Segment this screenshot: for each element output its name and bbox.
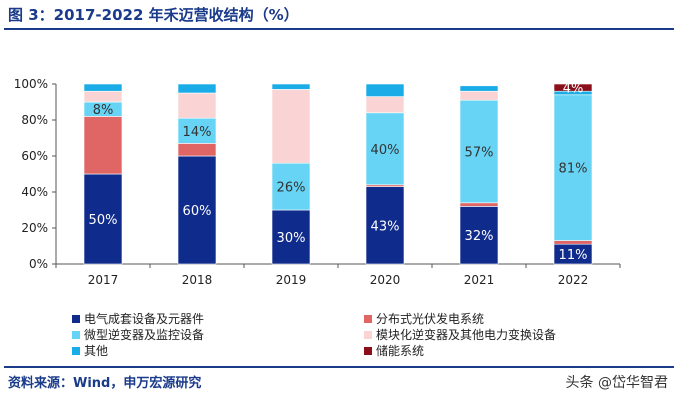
bar-segment bbox=[365, 83, 405, 97]
legend-label: 分布式光伏发电系统 bbox=[376, 312, 485, 326]
data-label: 81% bbox=[559, 162, 588, 177]
x-tick-label: 2017 bbox=[88, 273, 119, 287]
legend-swatch bbox=[72, 346, 80, 355]
data-label: 40% bbox=[371, 143, 400, 158]
data-label: 14% bbox=[183, 125, 212, 140]
legend-swatch bbox=[364, 346, 372, 355]
data-label: 4% bbox=[563, 82, 584, 97]
bar-segment bbox=[553, 94, 593, 241]
bar-segment bbox=[83, 90, 123, 103]
figure-title: 图 3：2017-2022 年禾迈营收结构（%） bbox=[8, 6, 299, 24]
legend-item: 微型逆变器及监控设备 bbox=[72, 326, 204, 343]
bar-segment bbox=[271, 162, 311, 211]
legend-item: 分布式光伏发电系统 bbox=[364, 310, 484, 327]
bar-segment bbox=[83, 116, 123, 175]
data-label: 60% bbox=[183, 204, 212, 219]
bar-segment bbox=[83, 83, 123, 92]
bar-segment bbox=[365, 186, 405, 265]
bar-segment bbox=[553, 83, 593, 92]
legend-label: 模块化逆变器及其他电力变换设备 bbox=[376, 328, 557, 342]
y-tick-label: 20% bbox=[21, 221, 48, 235]
bar-segment bbox=[459, 202, 499, 207]
bar-segment bbox=[553, 240, 593, 245]
data-label: 30% bbox=[277, 231, 306, 246]
legend-label: 微型逆变器及监控设备 bbox=[84, 328, 205, 342]
legend-swatch bbox=[364, 330, 372, 339]
bar-segment bbox=[365, 112, 405, 186]
data-label: 26% bbox=[277, 181, 306, 196]
data-label: 57% bbox=[465, 146, 494, 161]
bar-segment bbox=[459, 90, 499, 101]
x-tick-label: 2018 bbox=[182, 273, 213, 287]
legend-item: 储能系统 bbox=[364, 342, 424, 359]
bar-segment bbox=[271, 83, 311, 90]
legend-label: 电气成套设备及元器件 bbox=[84, 312, 205, 326]
data-label: 11% bbox=[559, 248, 588, 263]
data-label: 32% bbox=[465, 229, 494, 244]
y-tick-label: 0% bbox=[29, 257, 48, 271]
bar-segment bbox=[459, 85, 499, 92]
x-tick-label: 2021 bbox=[464, 273, 495, 287]
legend-swatch bbox=[364, 314, 372, 323]
y-tick-label: 80% bbox=[21, 113, 48, 127]
bar-segment bbox=[271, 209, 311, 265]
stacked-bar-chart: 0% 20% 40% 60% 80% 100% 50% 8% 2017 60% 14% 2018 30%… bbox=[14, 77, 621, 287]
bar-segment bbox=[83, 173, 123, 265]
legend-item: 其他 bbox=[72, 342, 108, 359]
bar-segment bbox=[365, 96, 405, 114]
bar-segment bbox=[177, 143, 217, 157]
bar-segment bbox=[271, 89, 311, 164]
y-tick-label: 40% bbox=[21, 185, 48, 199]
x-tick-label: 2020 bbox=[370, 273, 401, 287]
y-tick-label: 100% bbox=[14, 77, 48, 91]
legend-item: 模块化逆变器及其他电力变换设备 bbox=[364, 326, 556, 343]
legend-label: 储能系统 bbox=[376, 344, 425, 358]
data-label: 43% bbox=[371, 219, 400, 234]
data-label: 8% bbox=[93, 103, 114, 118]
x-tick-label: 2019 bbox=[276, 273, 307, 287]
source-note: 资料来源：Wind，申万宏源研究 bbox=[8, 376, 202, 391]
bar-segment bbox=[459, 206, 499, 265]
x-tick-label: 2022 bbox=[558, 273, 589, 287]
legend-swatch bbox=[72, 314, 80, 323]
bar-segment bbox=[177, 155, 217, 265]
legend-swatch bbox=[72, 330, 80, 339]
watermark: 头条 @岱华智君 bbox=[565, 375, 668, 391]
y-tick-label: 60% bbox=[21, 149, 48, 163]
legend-item: 电气成套设备及元器件 bbox=[72, 310, 204, 327]
bar-segment bbox=[177, 92, 217, 119]
legend-label: 其他 bbox=[84, 344, 109, 358]
data-label: 50% bbox=[89, 213, 118, 228]
bar-segment bbox=[177, 117, 217, 144]
source-rule bbox=[4, 366, 674, 368]
title-rule bbox=[4, 28, 674, 30]
bar-segment bbox=[177, 83, 217, 94]
